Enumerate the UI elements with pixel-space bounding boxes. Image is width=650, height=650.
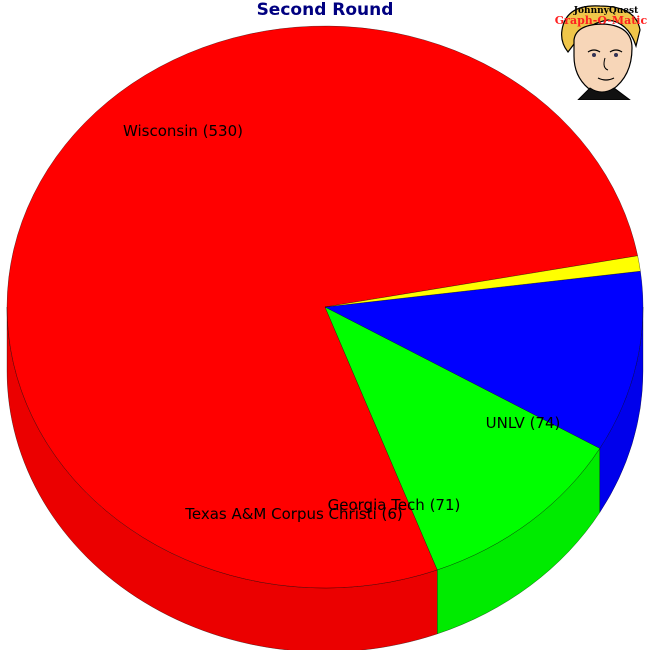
pie-label-wisconsin: Wisconsin (530): [123, 122, 243, 140]
chart-title: Second Round: [256, 0, 394, 20]
pie-label-unlv: UNLV (74): [486, 414, 561, 432]
pie-slices: [6, 25, 644, 589]
pie-slice-wisconsin: [6, 25, 638, 589]
logo-face: [573, 23, 633, 94]
pie-labels: Wisconsin (530) UNLV (74) Georgia Tech (71…: [123, 122, 560, 523]
logo-shirt: [576, 87, 632, 101]
pie-slice-unlv: [324, 306, 601, 571]
pie-label-texas-a-m-corpus-christi: Texas A&M Corpus Christi (6): [184, 505, 403, 523]
pie-label-georgia-tech: Georgia Tech (71): [328, 496, 461, 514]
logo: JohnnyQuest Graph-O-Matic: [548, 0, 650, 101]
logo-hair: [561, 5, 641, 53]
logo-product: Graph-O-Matic: [555, 14, 648, 27]
logo-brand: JohnnyQuest: [573, 6, 639, 16]
pie-slice-texas-a-m-corpus-christi: [324, 255, 641, 308]
pie-slice-georgia-tech: [324, 270, 644, 449]
